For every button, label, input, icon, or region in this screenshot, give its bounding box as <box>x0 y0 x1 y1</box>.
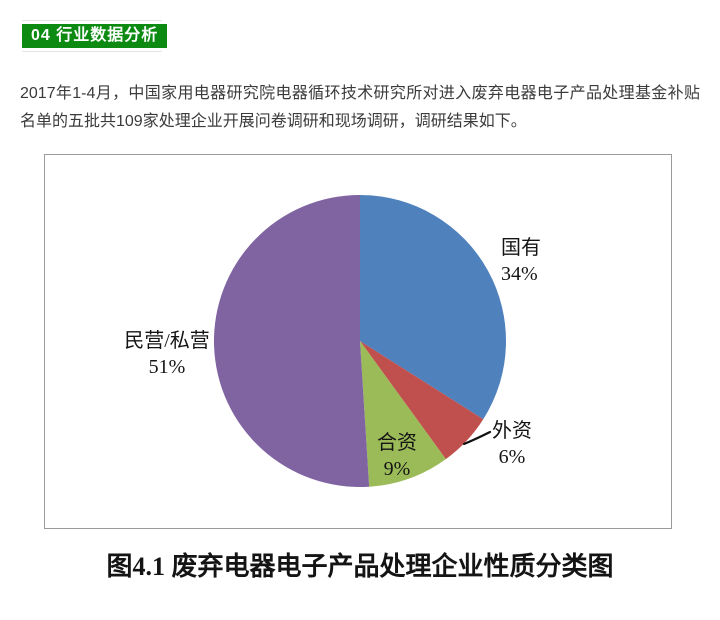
divider-top <box>22 20 162 21</box>
leader-line-foreign-icon <box>462 430 492 446</box>
pie-label-state-owned: 国有 34% <box>501 235 541 287</box>
section-header: 04 行业数据分析 <box>0 20 720 52</box>
pie-label-name: 国有 <box>501 237 541 259</box>
pie-label-foreign: 外资 6% <box>492 418 532 470</box>
divider-bottom <box>22 51 162 52</box>
pie-label-name: 民营/私营 <box>124 330 210 352</box>
pie-slice-0 <box>360 195 506 420</box>
pie-slices <box>213 194 506 487</box>
pie-svg <box>213 194 506 487</box>
figure-caption: 图4.1 废弃电器电子产品处理企业性质分类图 <box>106 552 614 581</box>
pie-label-value: 6% <box>498 446 526 468</box>
intro-paragraph: 2017年1-4月，中国家用电器研究院电器循环技术研究所对进入废弃电器电子产品处… <box>20 85 700 130</box>
pie-label-name: 合资 <box>377 432 417 454</box>
pie-label-value: 9% <box>383 458 411 480</box>
pie-label-name: 外资 <box>492 420 532 442</box>
pie-label-value: 51% <box>148 356 186 378</box>
pie-slice-1 <box>360 341 484 460</box>
pie-label-value: 34% <box>501 263 538 285</box>
section-badge: 04 行业数据分析 <box>22 24 168 48</box>
pie-chart-figure: 国有 34% 外资 6% 合资 9% 民营/私营 51% <box>44 154 672 529</box>
pie-label-private: 民营/私营 51% <box>124 328 210 380</box>
pie-slice-2 <box>360 341 446 487</box>
pie-slice-3 <box>213 194 370 487</box>
pie-label-joint-venture: 合资 9% <box>377 430 417 482</box>
